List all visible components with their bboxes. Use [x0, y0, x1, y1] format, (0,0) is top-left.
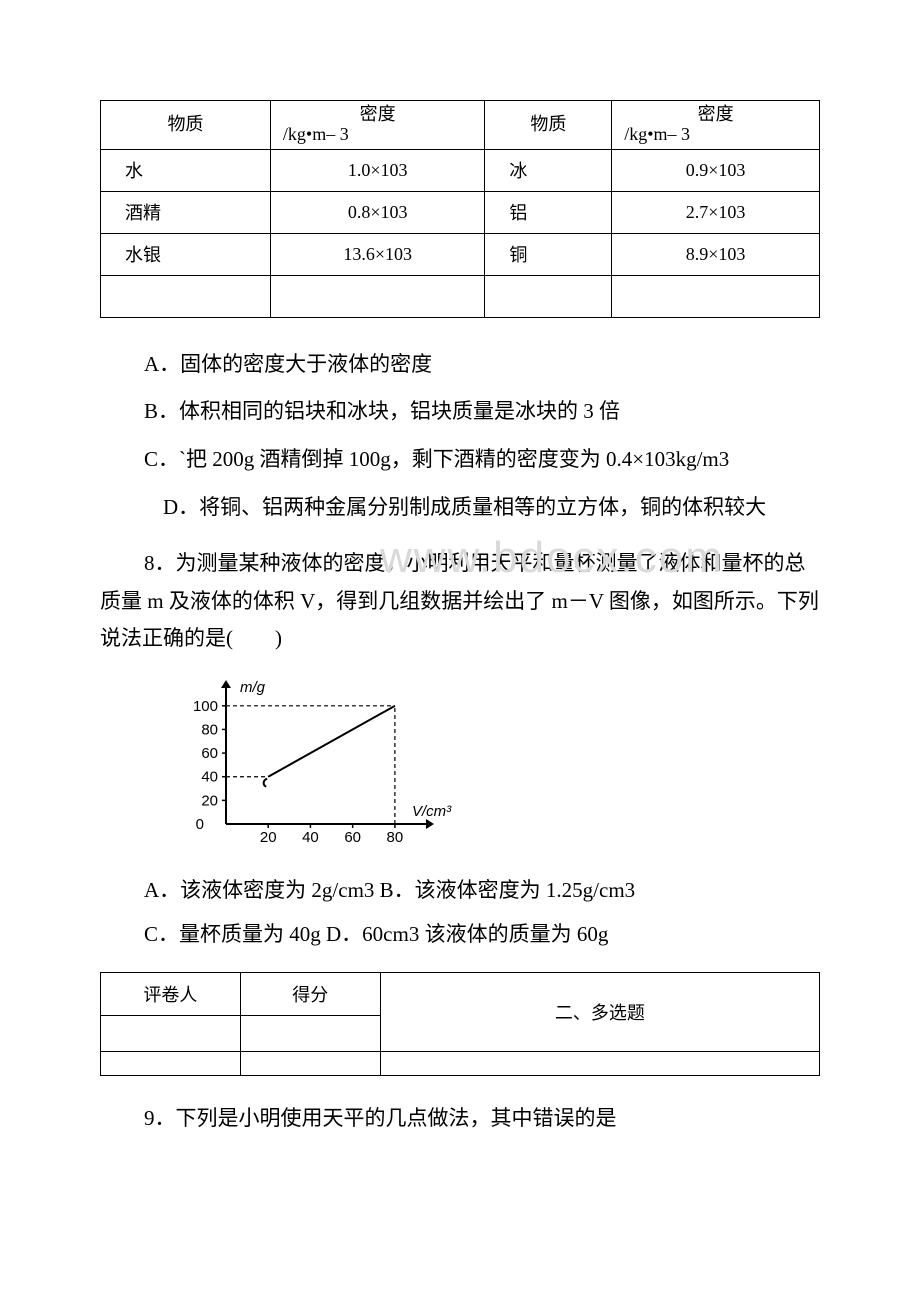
svg-text:20: 20: [260, 829, 277, 846]
cell: 水: [101, 149, 271, 191]
cell: 8.9×103: [612, 233, 820, 275]
cell-empty: [380, 1051, 819, 1075]
cell: 铝: [485, 191, 612, 233]
cell: 酒精: [101, 191, 271, 233]
cell-empty: [101, 1051, 241, 1075]
col-header-substance-2: 物质: [485, 101, 612, 150]
cell-score: 得分: [240, 972, 380, 1015]
svg-text:80: 80: [201, 722, 218, 739]
svg-text:60: 60: [201, 745, 218, 762]
table-row-empty: [101, 275, 820, 317]
chart-svg: 20 40 60 80 100 0 20 40 60 80 m/g V/cm³: [180, 664, 460, 854]
table-row: 水 1.0×103 冰 0.9×103: [101, 149, 820, 191]
option-7d-text: D．将铜、铝两种金属分别制成质量相等的立方体，铜的体积较大: [163, 495, 766, 519]
table-row: 物质 密度 /kg•m– 3 物质 密度 /kg•m– 3: [101, 101, 820, 150]
cell: 13.6×103: [270, 233, 485, 275]
cell: [101, 275, 271, 317]
cell: 冰: [485, 149, 612, 191]
cell: 1.0×103: [270, 149, 485, 191]
options-8-line1: A．该液体密度为 2g/cm3 B．该液体密度为 1.25g/cm3: [60, 872, 860, 910]
svg-text:100: 100: [193, 698, 218, 715]
svg-text:80: 80: [387, 829, 404, 846]
option-7c: C．`把 200g 酒精倒掉 100g，剩下酒精的密度变为 0.4×103kg/…: [60, 441, 860, 479]
cell: 0.9×103: [612, 149, 820, 191]
cell: [485, 275, 612, 317]
cell-reviewer: 评卷人: [101, 972, 241, 1015]
density-table: 物质 密度 /kg•m– 3 物质 密度 /kg•m– 3 水 1.0×103 …: [100, 100, 820, 318]
header-text: 物质: [493, 115, 603, 135]
table-row: 水银 13.6×103 铜 8.9×103: [101, 233, 820, 275]
option-7d: D．将铜、铝两种金属分别制成质量相等的立方体，铜的体积较大: [60, 489, 860, 527]
option-7b: B．体积相同的铝块和冰块，铝块质量是冰块的 3 倍: [60, 393, 860, 431]
svg-text:20: 20: [201, 793, 218, 810]
option-7a: A．固体的密度大于液体的密度: [60, 346, 860, 384]
cell-empty: [240, 1015, 380, 1051]
q8-chart: 20 40 60 80 100 0 20 40 60 80 m/g V/cm³: [180, 664, 860, 854]
options-8-line2: C．量杯质量为 40g D．60cm3 该液体的质量为 60g: [60, 916, 860, 954]
col-header-substance-1: 物质: [101, 101, 271, 150]
table-row: 评卷人 得分 二、多选题: [101, 972, 820, 1015]
question-9: 9．下列是小明使用天平的几点做法，其中错误的是: [60, 1100, 860, 1138]
col-header-density-1: 密度 /kg•m– 3: [270, 101, 485, 150]
cell-section-title: 二、多选题: [380, 972, 819, 1051]
cell: 0.8×103: [270, 191, 485, 233]
cell: 水银: [101, 233, 271, 275]
svg-text:m/g: m/g: [240, 679, 266, 696]
cell: 铜: [485, 233, 612, 275]
svg-text:40: 40: [302, 829, 319, 846]
question-8: 8．为测量某种液体的密度，小明利用天平和量杯测量了液体和量杯的总质量 m 及液体…: [60, 545, 860, 658]
col-header-density-2: 密度 /kg•m– 3: [612, 101, 820, 150]
cell-empty: [101, 1015, 241, 1051]
cell-empty: [240, 1051, 380, 1075]
header-text: 密度: [279, 105, 477, 125]
header-text: /kg•m– 3: [620, 125, 811, 145]
svg-text:60: 60: [344, 829, 361, 846]
cell: [270, 275, 485, 317]
svg-text:40: 40: [201, 769, 218, 786]
header-text: 密度: [620, 105, 811, 125]
header-text: /kg•m– 3: [279, 125, 477, 145]
section-2-table: 评卷人 得分 二、多选题: [100, 972, 820, 1076]
svg-text:V/cm³: V/cm³: [412, 803, 452, 820]
svg-text:0: 0: [196, 816, 204, 833]
cell: 2.7×103: [612, 191, 820, 233]
header-text: 物质: [109, 115, 262, 135]
table-row: [101, 1051, 820, 1075]
table-row: 酒精 0.8×103 铝 2.7×103: [101, 191, 820, 233]
cell: [612, 275, 820, 317]
